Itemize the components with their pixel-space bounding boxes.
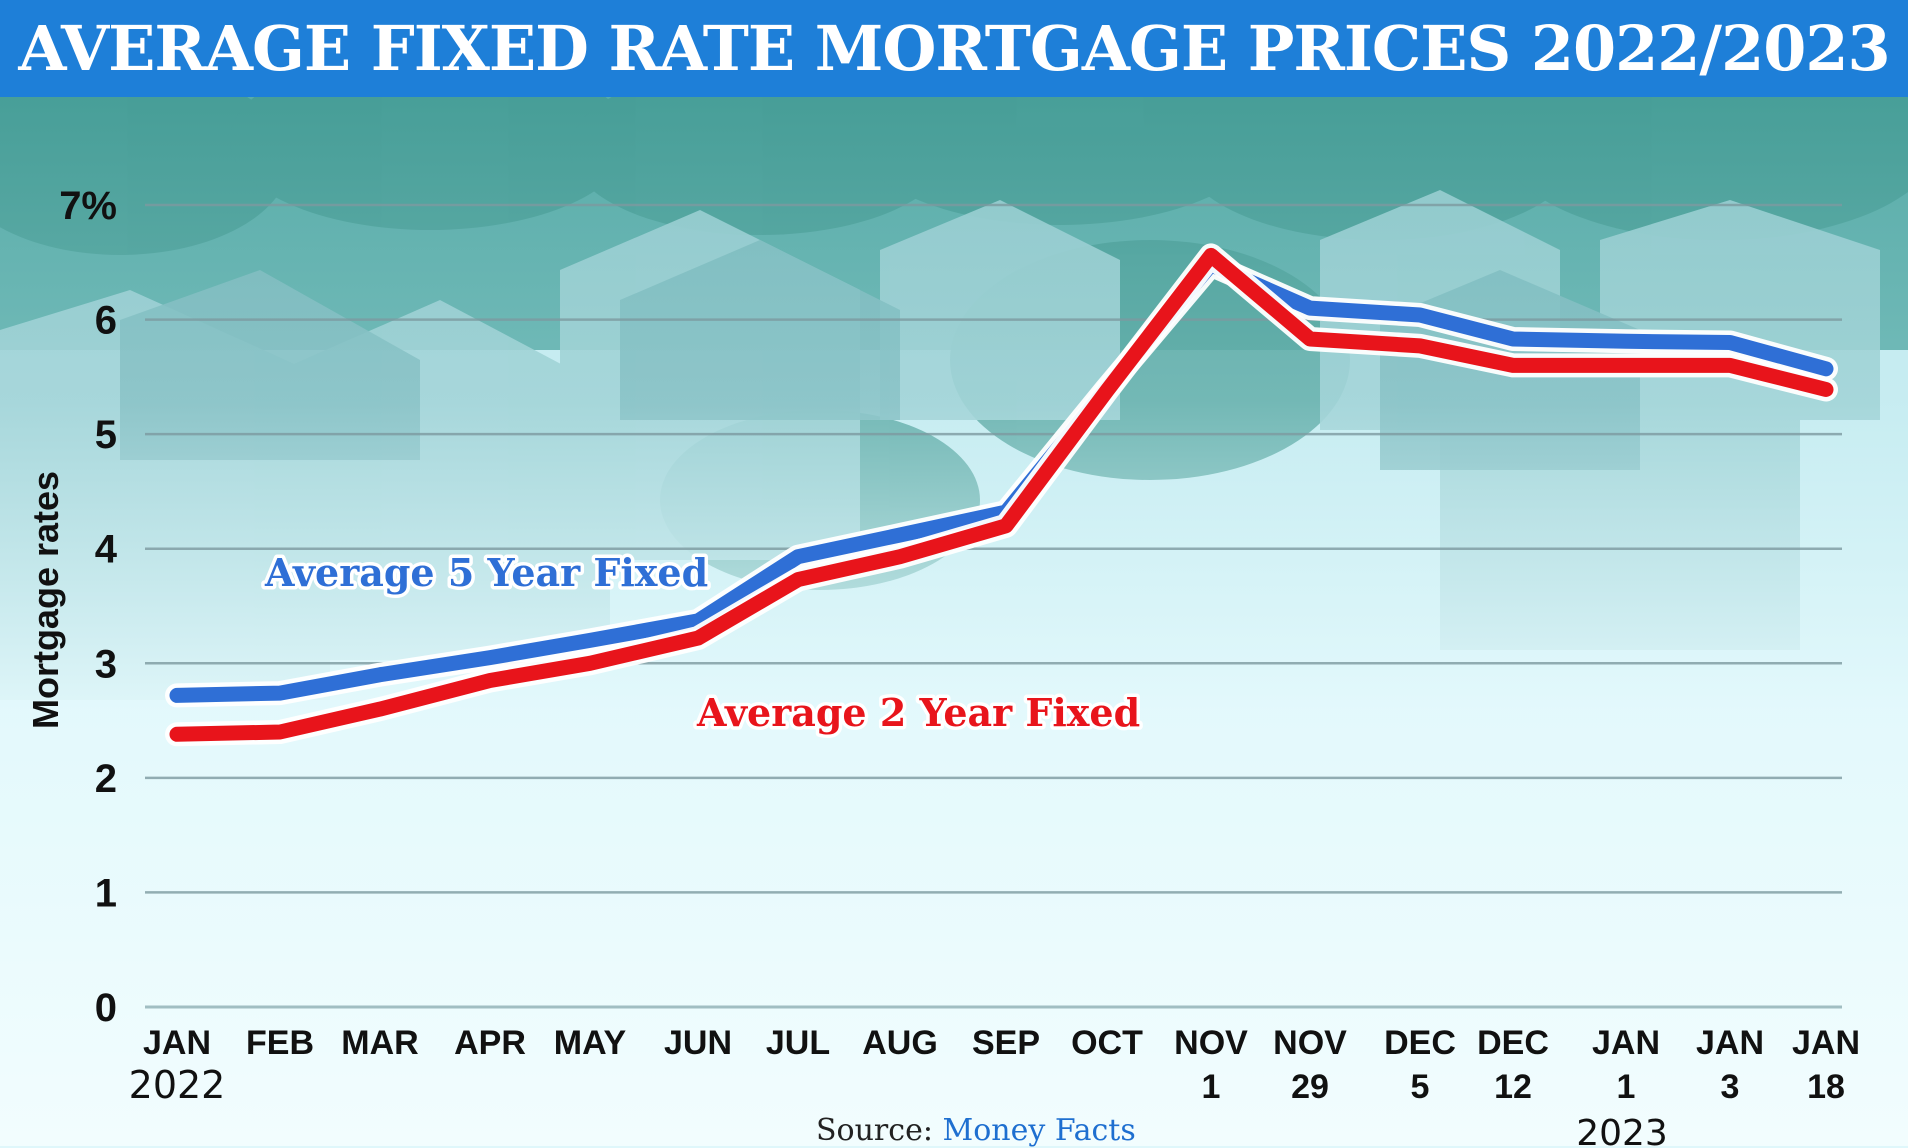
title-banner: AVERAGE FIXED RATE MORTGAGE PRICES 2022/… — [0, 0, 1908, 97]
y-tick-label: 7% — [59, 184, 117, 228]
y-axis-ticks: 0 1 2 3 4 5 6 7% — [59, 184, 118, 1030]
series-label-5-year: Average 5 Year Fixed — [264, 550, 708, 595]
series-lines — [165, 243, 1838, 747]
x-tick-label: NOV — [1273, 1024, 1347, 1062]
x-tick-label: 18 — [1807, 1068, 1845, 1106]
x-tick-label: 5 — [1411, 1068, 1430, 1106]
x-tick-label: 2022 — [129, 1063, 226, 1107]
x-tick-label: JAN — [1592, 1024, 1660, 1062]
x-tick-label: JAN — [143, 1024, 211, 1062]
x-tick-label: DEC — [1477, 1024, 1549, 1062]
x-tick-label: MAY — [554, 1024, 627, 1062]
x-tick-label: APR — [454, 1024, 526, 1062]
y-tick-label: 3 — [95, 642, 117, 686]
y-tick-label: 6 — [95, 299, 117, 343]
x-tick-label: 3 — [1721, 1068, 1740, 1106]
y-tick-label: 0 — [95, 986, 117, 1030]
x-tick-label: 12 — [1494, 1068, 1532, 1106]
source-label: Source: — [816, 1113, 933, 1148]
x-tick-label: SEP — [972, 1024, 1040, 1062]
year-label-2023: 2023 — [1576, 1113, 1668, 1146]
x-tick-label: JAN — [1792, 1024, 1860, 1062]
y-tick-label: 4 — [95, 528, 118, 572]
y-axis-label: Mortgage rates — [25, 471, 66, 729]
y-tick-label: 2 — [95, 757, 117, 801]
series-line-2-year — [169, 247, 1834, 742]
x-tick-label: OCT — [1071, 1024, 1143, 1062]
chart-title: AVERAGE FIXED RATE MORTGAGE PRICES 2022/… — [18, 12, 1890, 85]
x-tick-label: AUG — [862, 1024, 938, 1062]
x-tick-label: JUN — [664, 1024, 732, 1062]
x-tick-label: 29 — [1291, 1068, 1329, 1106]
source-name[interactable]: Money Facts — [942, 1113, 1136, 1148]
x-tick-label: NOV — [1174, 1024, 1248, 1062]
x-tick-label: MAR — [341, 1024, 418, 1062]
series-halo-0 — [165, 252, 1838, 708]
series-label-2-year: Average 2 Year Fixed — [696, 690, 1140, 735]
x-tick-label: DEC — [1384, 1024, 1456, 1062]
gridlines — [145, 203, 1842, 1009]
y-tick-label: 5 — [95, 413, 117, 457]
x-tick-label: 1 — [1202, 1068, 1221, 1106]
x-tick-label: 1 — [1617, 1068, 1636, 1106]
y-tick-label: 1 — [95, 871, 117, 915]
x-tick-label: JAN — [1696, 1024, 1764, 1062]
source-note: Source: Money Facts — [816, 1113, 1136, 1148]
x-tick-label: FEB — [246, 1024, 314, 1062]
x-tick-label: JUL — [766, 1024, 830, 1062]
